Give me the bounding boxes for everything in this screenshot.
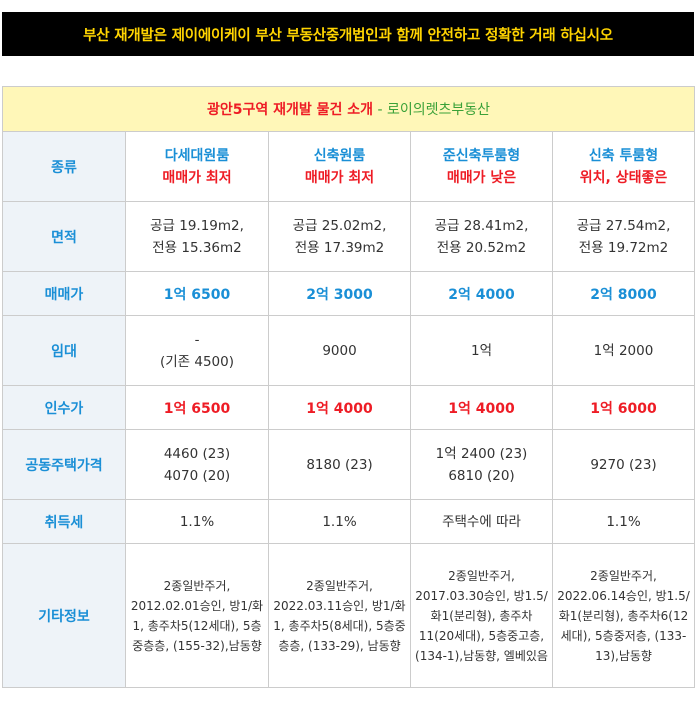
lease-cell-2: 9000 [268,315,411,386]
row-label-lease: 임대 [2,315,126,386]
type-note: 위치, 상태좋은 [579,169,668,186]
area-exclusive: 전용 20.52m2 [436,239,527,256]
lease-note: (기존 4500) [159,353,235,370]
area-cell-1: 공급 19.19m2, 전용 15.36m2 [125,201,269,272]
area-supply: 공급 25.02m2, [292,217,387,234]
table-row-other-info: 기타정보 2종일반주거, 2012.02.01승인, 방1/화1, 총주차5(1… [2,543,696,688]
table-title-main: 광안5구역 재개발 물건 소개 [206,102,374,118]
public-price-line: 4070 (20) [163,467,231,484]
type-name: 준신축투룸형 [442,147,521,164]
row-label-sale-price: 매매가 [2,271,126,316]
table-row-area: 면적 공급 19.19m2, 전용 15.36m2 공급 25.02m2, 전용 1… [2,201,696,272]
takeover-4: 1억 6000 [551,385,696,430]
public-price-cell-1: 4460 (23) 4070 (20) [125,429,269,500]
area-exclusive: 전용 19.72m2 [578,239,669,256]
table-row-public-price: 공동주택가격 4460 (23) 4070 (20) 8180 (23) 1억 2… [2,429,696,500]
row-label-area: 면적 [2,201,126,272]
type-note: 매매가 최저 [304,169,375,186]
takeover-2: 1억 4000 [268,385,411,430]
area-cell-3: 공급 28.41m2, 전용 20.52m2 [410,201,553,272]
type-note: 매매가 낮은 [446,169,517,186]
area-exclusive: 전용 17.39m2 [294,239,385,256]
other-info-2: 2종일반주거, 2022.03.11승인, 방1/화1, 총주차5(8세대), … [268,543,411,688]
type-note: 매매가 최저 [162,169,232,186]
table-title: 광안5구역 재개발 물건 소개 - 로이의렛츠부동산 [1,86,696,132]
acq-tax-3: 주택수에 따라 [410,499,553,544]
lease-cell-3: 1억 [410,315,553,386]
public-price-line: 6810 (20) [448,467,515,484]
sale-price-1: 1억 6500 [125,271,269,316]
type-name: 다세대원룸 [164,147,230,164]
acq-tax-4: 1.1% [551,499,696,544]
area-cell-4: 공급 27.54m2, 전용 19.72m2 [551,201,696,272]
takeover-3: 1억 4000 [410,385,553,430]
area-cell-2: 공급 25.02m2, 전용 17.39m2 [268,201,411,272]
other-info-4: 2종일반주거, 2022.06.14승인, 방1.5/화1(분리형), 총주차6… [551,543,696,688]
area-supply: 공급 27.54m2, [576,217,671,234]
sale-price-4: 2억 8000 [551,271,696,316]
type-name: 신축원룸 [313,147,366,164]
sale-price-2: 2억 3000 [268,271,411,316]
table-row-lease: 임대 - (기존 4500) 9000 1억 1억 2000 [2,315,696,386]
table-row-acq-tax: 취득세 1.1% 1.1% 주택수에 따라 1.1% [2,499,696,544]
lease-value: - [194,331,200,348]
type-name: 신축 투룸형 [588,147,659,164]
area-supply: 공급 28.41m2, [434,217,529,234]
public-price-line: 4460 (23) [163,445,231,462]
other-info-1: 2종일반주거, 2012.02.01승인, 방1/화1, 총주차5(12세대),… [125,543,269,688]
row-label-type: 종류 [2,131,126,202]
row-label-public-price: 공동주택가격 [2,429,126,500]
table-row-sale-price: 매매가 1억 6500 2억 3000 2억 4000 2억 8000 [2,271,696,316]
table-title-row: 광안5구역 재개발 물건 소개 - 로이의렛츠부동산 [1,86,696,132]
acq-tax-1: 1.1% [125,499,269,544]
row-label-takeover: 인수가 [2,385,126,430]
lease-cell-4: 1억 2000 [551,315,696,386]
other-info-3: 2종일반주거, 2017.03.30승인, 방1.5/화1(분리형), 총주차1… [410,543,553,688]
lease-cell-1: - (기존 4500) [125,315,269,386]
takeover-1: 1억 6500 [125,385,269,430]
table-title-agency: 로이의렛츠부동산 [386,102,491,118]
public-price-line: 1억 2400 (23) [435,445,528,462]
acq-tax-2: 1.1% [268,499,411,544]
row-label-other-info: 기타정보 [2,543,126,688]
public-price-cell-3: 1억 2400 (23) 6810 (20) [410,429,553,500]
table-row-takeover: 인수가 1억 6500 1억 4000 1억 4000 1억 6000 [2,385,696,430]
public-price-cell-2: 8180 (23) [268,429,411,500]
area-exclusive: 전용 15.36m2 [152,239,242,256]
sale-price-3: 2억 4000 [410,271,553,316]
area-supply: 공급 19.19m2, [150,217,244,234]
notice-banner: 부산 재개발은 제이에이케이 부산 부동산중개법인과 함께 안전하고 정확한 거… [2,12,694,56]
row-label-acq-tax: 취득세 [2,499,126,544]
table-title-separator: - [373,102,387,118]
public-price-cell-4: 9270 (23) [551,429,696,500]
